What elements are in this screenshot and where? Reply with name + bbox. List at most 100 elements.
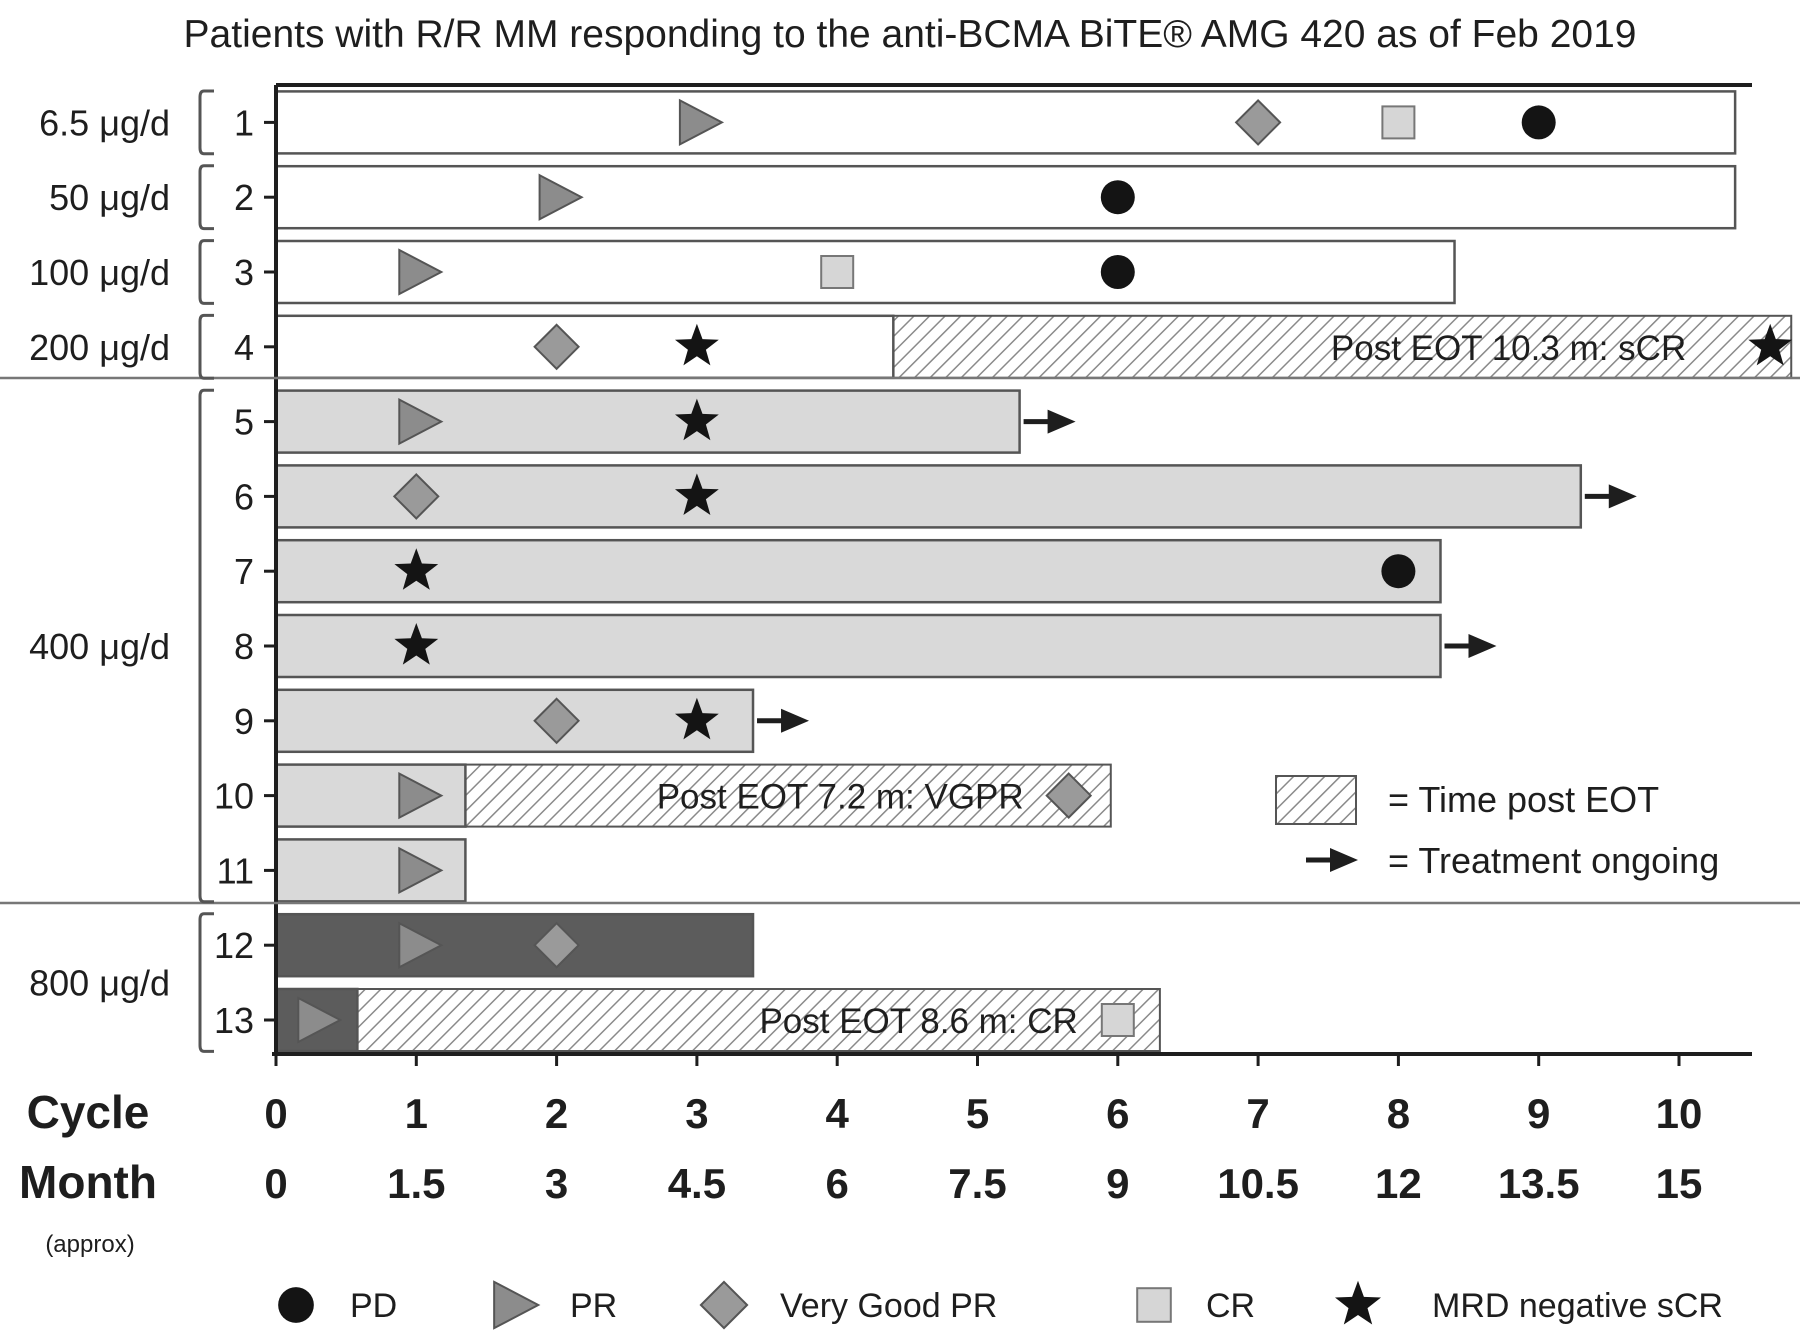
patient-id-label: 2 <box>234 177 254 218</box>
month-tick-label: 6 <box>826 1160 849 1207</box>
treatment-bar <box>274 464 1583 529</box>
mrd-marker <box>675 323 719 366</box>
treatment-bar <box>274 912 755 978</box>
dose-label: 200 μg/d <box>29 327 170 368</box>
post-eot-bar <box>892 314 1793 379</box>
legend-cr-label: CR <box>1206 1287 1255 1325</box>
mrd-marker <box>675 398 719 441</box>
patient-row: 11 <box>217 838 467 903</box>
patient-id-label: 4 <box>234 327 254 368</box>
treatment-bar <box>274 314 895 380</box>
dose-bracket <box>198 239 214 305</box>
patient-id-label: 9 <box>234 701 254 742</box>
ongoing-arrow <box>757 708 810 733</box>
vgpr-marker <box>1045 772 1093 820</box>
pr-marker <box>297 996 343 1044</box>
patient-row: 12 <box>214 912 755 978</box>
patient-id-label: 6 <box>234 476 254 517</box>
dose-label: 50 μg/d <box>49 177 170 218</box>
dose-bracket <box>198 164 214 231</box>
pr-marker <box>398 397 444 446</box>
patient-id-label: 7 <box>234 551 254 592</box>
vgpr-marker <box>533 921 581 969</box>
cycle-tick-label: 1 <box>405 1090 428 1137</box>
patient-id-label: 12 <box>214 925 254 966</box>
patient-id-label: 8 <box>234 626 254 667</box>
month-tick-label: 15 <box>1656 1160 1703 1207</box>
cycle-tick-label: 4 <box>826 1090 850 1137</box>
axis-note: (approx) <box>45 1231 134 1258</box>
pr-marker <box>538 173 584 221</box>
post-eot-swatch <box>1275 775 1357 825</box>
patient-row: 4 Post EOT 10.3 m: sCR <box>234 314 1793 380</box>
cr-marker <box>820 255 855 289</box>
patient-row: 9 <box>234 688 810 754</box>
cycle-tick-label: 7 <box>1246 1090 1269 1137</box>
patient-row: 13 Post EOT 8.6 m: CR <box>214 987 1161 1053</box>
post-eot-label: Post EOT 10.3 m: sCR <box>1331 329 1686 368</box>
month-tick-label: 10.5 <box>1217 1160 1299 1207</box>
pr-marker <box>398 846 444 895</box>
legend-mrd-icon <box>1335 1280 1381 1325</box>
post-eot-label: Post EOT 7.2 m: VGPR <box>657 778 1024 817</box>
dose-group: 100 μg/d <box>29 239 214 305</box>
legend-pd-label: PD <box>350 1287 397 1325</box>
chart-title: Patients with R/R MM responding to the a… <box>184 13 1637 56</box>
mrd-marker <box>675 697 719 740</box>
patient-row: 3 <box>234 239 1456 305</box>
pr-marker <box>398 921 444 969</box>
pd-marker <box>1100 255 1135 289</box>
post-eot-bar <box>356 988 1161 1052</box>
month-tick-label: 0 <box>264 1160 287 1207</box>
month-tick-label: 9 <box>1106 1160 1129 1207</box>
cr-marker <box>1100 1003 1135 1037</box>
inline-legend: = Time post EOT = Treatment ongoing <box>1275 775 1719 881</box>
cycle-tick-label: 5 <box>966 1090 989 1137</box>
month-tick-label: 7.5 <box>948 1160 1006 1207</box>
pd-marker <box>1521 105 1556 140</box>
month-tick-label: 1.5 <box>387 1160 445 1207</box>
month-axis-label: Month <box>19 1156 157 1208</box>
response-legend: PD PR Very Good PR CR MRD negative sCR <box>278 1280 1723 1330</box>
post-eot-label: Post EOT 8.6 m: CR <box>759 1002 1077 1041</box>
post-eot-bar <box>464 763 1112 828</box>
dose-bracket <box>198 89 214 156</box>
pd-marker <box>1381 554 1416 589</box>
dose-bracket <box>198 912 214 1053</box>
legend-cr-icon <box>1136 1287 1172 1323</box>
treatment-bar <box>274 90 1737 155</box>
ongoing-swatch <box>1306 848 1358 872</box>
vgpr-marker <box>392 472 440 520</box>
cycle-tick-label: 6 <box>1106 1090 1129 1137</box>
dose-group: 200 μg/d <box>29 313 214 380</box>
dose-label: 6.5 μg/d <box>39 102 170 143</box>
cycle-tick-label: 2 <box>545 1090 568 1137</box>
treatment-bar <box>274 613 1442 679</box>
pr-marker <box>398 248 444 296</box>
dose-group: 800 μg/d <box>29 912 214 1053</box>
dose-group: 6.5 μg/d <box>39 89 214 156</box>
month-tick-label: 12 <box>1375 1160 1422 1207</box>
dose-group: 400 μg/d <box>29 388 214 904</box>
patient-row: 2 <box>234 164 1737 230</box>
mrd-marker <box>675 473 719 515</box>
cycle-tick-label: 3 <box>685 1090 708 1137</box>
post-eot-legend-label: = Time post EOT <box>1388 779 1659 820</box>
dose-bracket <box>198 313 214 380</box>
patient-id-label: 10 <box>214 776 254 817</box>
cycle-axis-label: Cycle <box>27 1086 150 1138</box>
dose-bracket <box>198 388 214 904</box>
ongoing-legend-label: = Treatment ongoing <box>1388 840 1719 881</box>
treatment-bar <box>274 239 1456 305</box>
cr-marker <box>1381 105 1416 140</box>
vgpr-marker <box>533 323 581 371</box>
treatment-bar <box>274 688 755 754</box>
treatment-bar <box>274 538 1442 604</box>
dose-label: 100 μg/d <box>29 252 170 293</box>
vgpr-marker <box>1234 98 1282 146</box>
month-tick-label: 4.5 <box>668 1160 726 1207</box>
cycle-tick-label: 9 <box>1527 1090 1550 1137</box>
patient-id-label: 13 <box>214 1000 254 1041</box>
